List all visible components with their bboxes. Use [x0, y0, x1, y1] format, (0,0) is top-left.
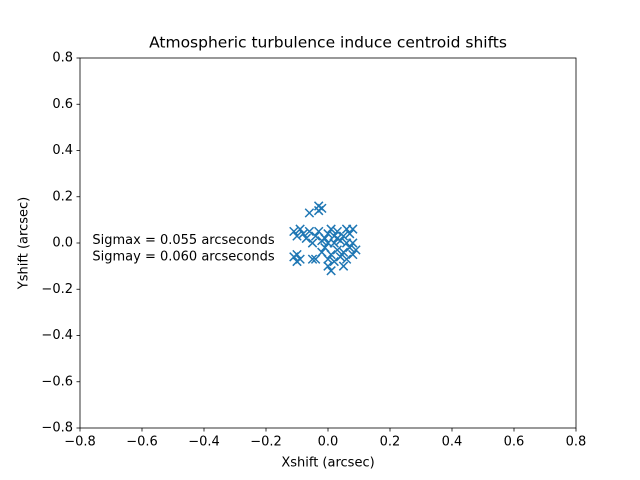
y-axis-label: Yshift (arcsec)	[17, 197, 32, 290]
marker-stroke	[304, 226, 315, 237]
scatter-point	[292, 249, 302, 260]
marker-stroke	[292, 249, 302, 260]
marker-stroke	[323, 261, 333, 271]
scatter-point	[317, 203, 327, 214]
scatter-point	[348, 249, 358, 260]
scatter-point	[307, 254, 318, 264]
marker-stroke	[310, 231, 321, 241]
scatter-point	[351, 245, 361, 255]
scatter-point	[323, 229, 333, 239]
x-tick-label: 0.2	[380, 435, 401, 450]
marker-stroke	[304, 208, 315, 218]
marker-stroke	[341, 238, 352, 248]
scatter-point	[323, 261, 333, 271]
scatter-point	[307, 238, 318, 248]
marker-stroke	[307, 254, 318, 264]
scatter-point	[341, 238, 352, 248]
marker-stroke	[338, 247, 349, 257]
marker-stroke	[301, 233, 312, 244]
marker-stroke	[295, 224, 305, 234]
y-tick-label: 0.0	[52, 236, 73, 251]
marker-stroke	[317, 247, 327, 257]
marker-stroke	[329, 238, 339, 248]
scatter-point	[344, 242, 355, 253]
scatter-point	[323, 254, 333, 264]
marker-stroke	[326, 249, 336, 260]
marker-stroke	[341, 254, 352, 264]
scatter-point	[320, 233, 330, 244]
y-tick-label: 0.2	[52, 189, 73, 204]
y-tick-label: 0.8	[52, 51, 73, 66]
marker-stroke	[348, 224, 358, 234]
marker-stroke	[320, 242, 330, 253]
scatter-point	[301, 233, 312, 244]
scatter-point	[326, 224, 336, 234]
scatter-point	[292, 231, 302, 241]
marker-stroke	[335, 252, 346, 262]
x-tick-label: −0.2	[250, 435, 282, 450]
scatter-point	[335, 252, 346, 262]
scatter-point	[348, 224, 358, 234]
marker-stroke	[348, 249, 358, 260]
marker-stroke	[295, 254, 305, 264]
marker-stroke	[326, 224, 336, 234]
x-tick-label: −0.6	[126, 435, 158, 450]
marker-stroke	[338, 261, 349, 271]
scatter-point	[332, 233, 343, 244]
x-tick-label: 0.0	[318, 435, 339, 450]
marker-stroke	[323, 254, 333, 264]
scatter-point	[304, 226, 315, 237]
scatter-point	[310, 231, 321, 241]
annotation: Sigmax = 0.055 arcseconds	[92, 233, 274, 248]
chart-title: Atmospheric turbulence induce centroid s…	[149, 34, 507, 52]
scatter-point	[329, 256, 339, 267]
marker-stroke	[329, 256, 339, 267]
marker-stroke	[317, 203, 327, 214]
x-axis-label: Xshift (arcsec)	[281, 456, 374, 471]
scatter-point	[326, 266, 336, 276]
y-tick-label: −0.4	[41, 328, 73, 343]
marker-stroke	[332, 233, 343, 244]
marker-stroke	[298, 229, 308, 239]
scatter-point	[332, 245, 343, 255]
marker-stroke	[320, 233, 330, 244]
scatter-point	[338, 247, 349, 257]
marker-stroke	[351, 245, 361, 255]
y-tick-label: −0.2	[41, 282, 73, 297]
scatter-point	[332, 226, 343, 237]
scatter-point	[338, 231, 349, 241]
y-tick-label: −0.6	[41, 374, 73, 389]
marker-stroke	[344, 229, 355, 239]
scatter-point	[304, 208, 315, 218]
scatter-point	[341, 254, 352, 264]
y-tick-label: 0.4	[52, 143, 73, 158]
scatter-point	[295, 254, 305, 264]
x-tick-label: −0.8	[64, 435, 96, 450]
scatter-point	[298, 229, 308, 239]
marker-stroke	[332, 226, 343, 237]
marker-stroke	[307, 238, 318, 248]
scatter-point	[329, 238, 339, 248]
marker-stroke	[289, 226, 299, 237]
scatter-point	[338, 261, 349, 271]
x-tick-label: 0.8	[566, 435, 587, 450]
marker-stroke	[326, 266, 336, 276]
marker-stroke	[313, 226, 324, 237]
x-tick-label: 0.6	[504, 435, 525, 450]
scatter-point	[326, 249, 336, 260]
y-tick-label: 0.6	[52, 97, 73, 112]
marker-stroke	[344, 242, 355, 253]
x-tick-label: 0.4	[442, 435, 463, 450]
marker-stroke	[292, 231, 302, 241]
annotation: Sigmay = 0.060 arcseconds	[92, 249, 274, 264]
y-tick-label: −0.8	[41, 421, 73, 436]
scatter-point	[289, 226, 299, 237]
x-tick-label: −0.4	[188, 435, 220, 450]
marker-stroke	[323, 229, 333, 239]
marker-stroke	[332, 245, 343, 255]
marker-stroke	[338, 231, 349, 241]
scatter-point	[295, 224, 305, 234]
scatter-point	[344, 229, 355, 239]
